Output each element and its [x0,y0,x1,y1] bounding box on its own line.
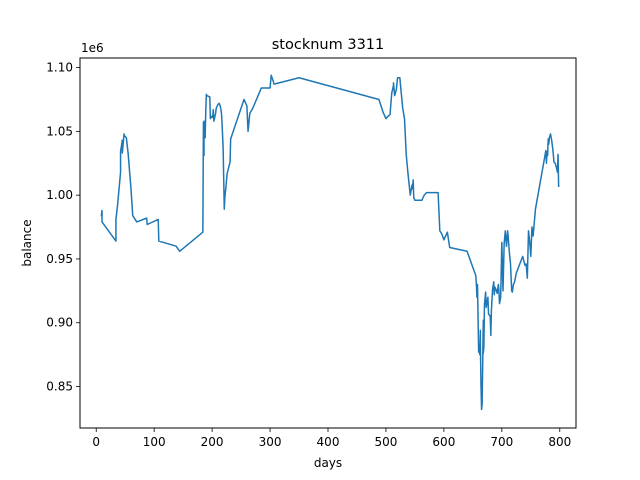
y-tick-label: 0.90 [46,316,73,330]
y-tick-label: 1.10 [46,61,73,75]
y-tick-label: 1.00 [46,188,73,202]
y-tick-label: 0.85 [46,380,73,394]
series-layer [100,74,560,411]
x-tick-label: 800 [548,435,571,449]
x-axis-ticks: 0 100 200 300 400 500 600 700 800 [92,428,571,449]
series-line-balance [100,74,560,411]
x-tick-label: 100 [143,435,166,449]
x-tick-label: 0 [92,435,100,449]
x-tick-label: 700 [490,435,513,449]
y-tick-label: 0.95 [46,252,73,266]
y-axis-ticks: 0.85 0.90 0.95 1.00 1.05 1.10 [46,61,80,394]
x-tick-label: 500 [374,435,397,449]
y-tick-label: 1.05 [46,124,73,138]
chart-title: stocknum 3311 [272,37,385,53]
y-axis-label: balance [20,219,34,266]
axes-frame [79,57,577,429]
x-tick-label: 200 [201,435,224,449]
y-axis-offset-label: 1e6 [81,41,104,55]
x-tick-label: 600 [432,435,455,449]
x-tick-label: 400 [317,435,340,449]
x-tick-label: 300 [259,435,282,449]
x-axis-label: days [314,456,342,470]
